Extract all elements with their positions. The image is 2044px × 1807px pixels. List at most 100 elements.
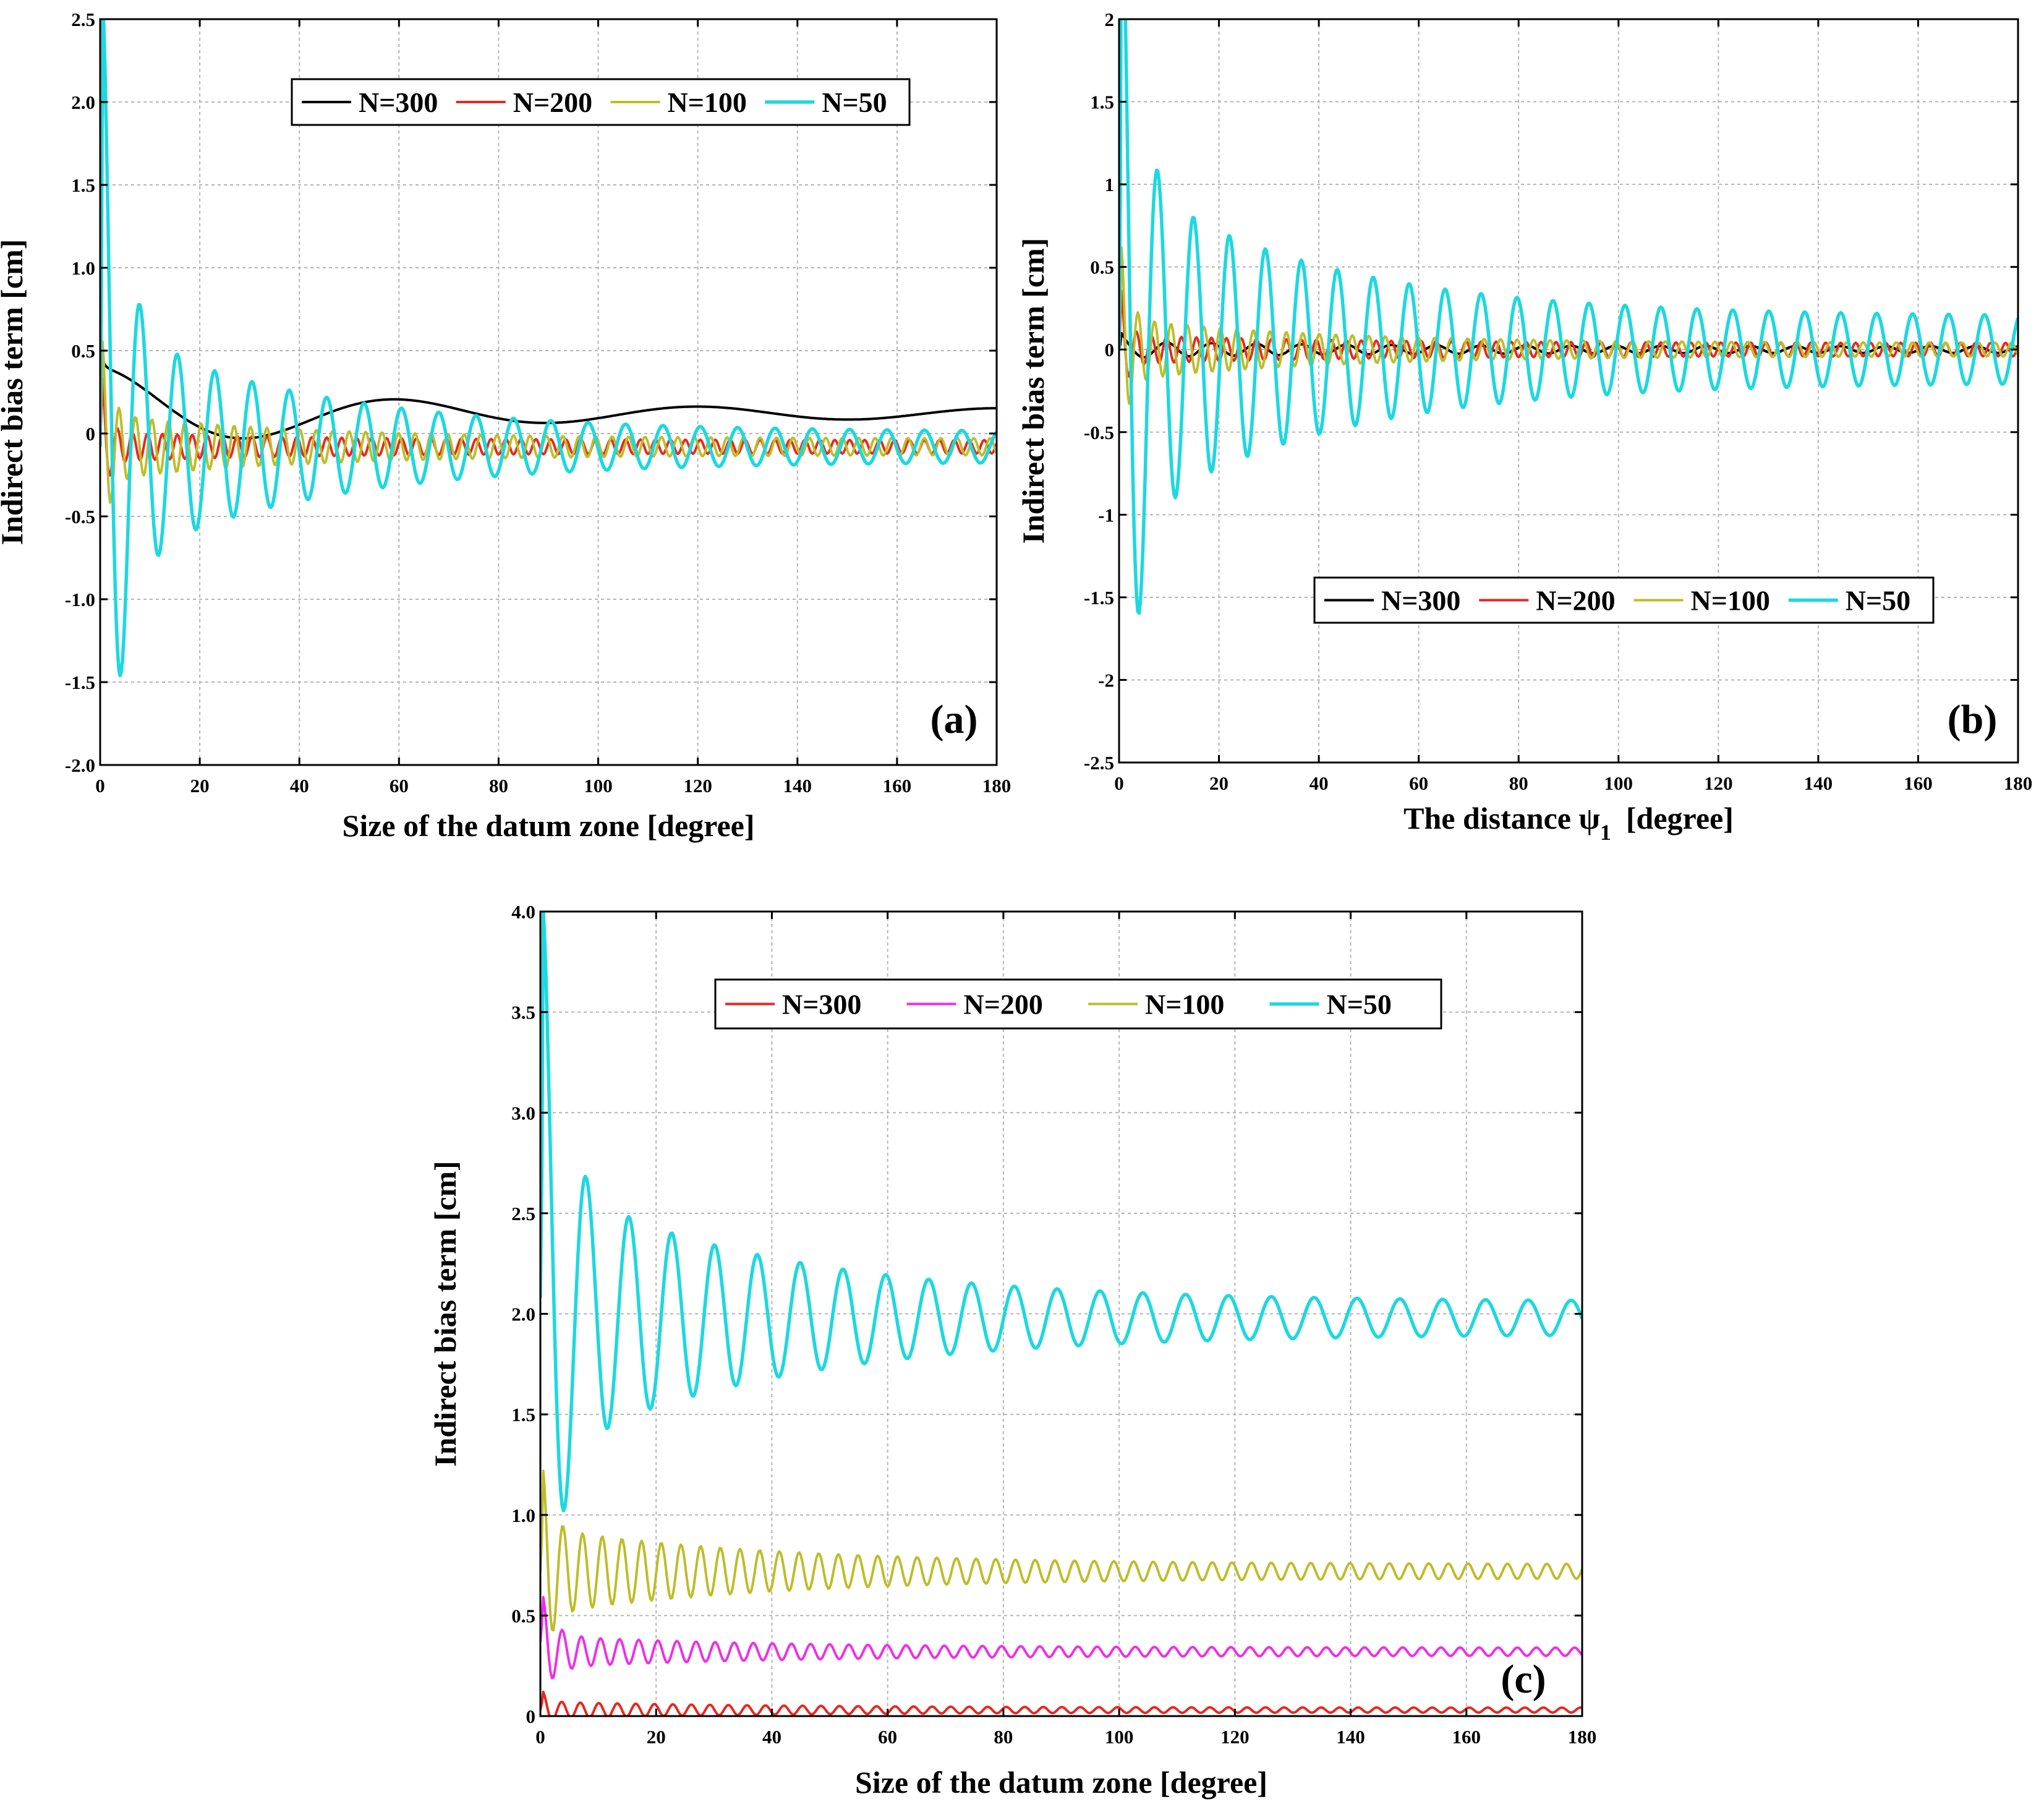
y-tick-label: 1.5 [511,1404,535,1425]
y-tick-label: 1.0 [511,1505,535,1526]
legend-label-N100: N=100 [1145,989,1224,1020]
x-tick-label: 0 [1114,772,1124,794]
legend-label-N200: N=200 [964,989,1043,1020]
y-tick-label: 1 [1105,174,1115,195]
x-tick-label: 180 [982,775,1011,797]
y-tick-label: -0.5 [65,506,95,528]
series-line-N100 [100,340,997,504]
x-axis-label-text: Size of the datum zone [degree] [343,808,755,843]
legend-label-N300: N=300 [1381,585,1460,617]
chart-panel-a: 0 20 40 60 80 100 120 140 160 180 -2.0 -1.5 -1.0 -0.5… [0,9,1011,843]
legend: N=300 N=200 N=100 N=50 [1313,576,1935,624]
x-tick-label: 60 [390,775,409,797]
legend-label-N50: N=50 [1327,989,1392,1020]
x-axis-label-subscript: 1 [1600,820,1611,845]
y-axis-label: Indirect bias term [cm] [1016,238,1050,544]
y-tick-label: 1.5 [71,174,95,196]
panel-label: (c) [1501,1657,1546,1702]
x-axis-label-text: The distance ψ [1403,801,1600,835]
x-tick-label: 20 [1209,772,1229,794]
y-tick-label: 1.5 [1090,92,1114,113]
x-tick-label: 160 [883,775,912,797]
legend-label-N200: N=200 [513,87,592,118]
x-tick-label: 40 [290,775,309,797]
y-tick-label: 2 [1105,9,1115,30]
y-tick-label: 4.0 [511,901,535,923]
y-tick-label: -1 [1098,504,1114,526]
y-axis-label: Indirect bias term [cm] [428,1161,462,1467]
y-tick-label: 2.5 [71,9,95,30]
y-tick-label: -2 [1098,669,1114,691]
x-axis-label: Size of the datum zone [degree] [855,1765,1267,1800]
x-tick-label: 160 [1904,772,1933,794]
legend-label-N50: N=50 [822,87,887,118]
x-tick-label: 120 [683,775,712,797]
chart-panel-b: 0 20 40 60 80 100 120 140 160 180-2.5-2-1.5-1-0.5… [1016,9,2033,845]
y-tick-label: -2.5 [1084,752,1114,774]
chart-panel-c: 0 20 40 60 80 100 120 140 160 180 0 0.5 1.0 1.5 2.0 2.5… [428,901,1596,1800]
series-line-N200 [540,1596,1582,1680]
legend-label-N200: N=200 [1536,585,1615,617]
x-tick-label: 100 [1105,1726,1134,1748]
x-axis-label: Size of the datum zone [degree] [343,808,755,843]
x-tick-label: 100 [1604,772,1633,794]
x-tick-label: 80 [1509,772,1528,794]
x-tick-label: 60 [878,1726,897,1748]
y-tick-label: 2.0 [511,1304,535,1325]
x-tick-label: 100 [584,775,613,797]
y-tick-label: 0 [526,1706,536,1727]
x-tick-label: 140 [1804,772,1833,794]
x-tick-label: 140 [783,775,812,797]
x-axis-label-suffix: [degree] [1626,801,1734,835]
x-tick-label: 80 [994,1726,1013,1748]
panel-label: (a) [930,697,978,742]
y-tick-label: 3.5 [511,1002,535,1023]
series-group [1119,19,2018,615]
x-tick-label: 20 [647,1726,666,1748]
legend: N=300 N=200 N=100 N=50 [714,978,1442,1030]
y-tick-label: -2.0 [65,754,95,776]
x-tick-label: 180 [1568,1726,1597,1748]
x-tick-label: 180 [2004,772,2033,794]
legend-label-N100: N=100 [1691,585,1770,617]
x-tick-label: 160 [1452,1726,1481,1748]
x-tick-label: 40 [1309,772,1329,794]
plot-frame [1118,18,2019,764]
x-tick-label: 80 [489,775,508,797]
panel-label: (b) [1948,697,1998,742]
x-tick-label: 60 [1409,772,1428,794]
series-line-N50 [1119,19,2018,615]
y-tick-label: 0.5 [511,1605,535,1626]
y-tick-label: 0.5 [1090,257,1114,278]
legend: N=300 N=200 N=100 N=50 [291,78,911,126]
y-tick-label: -1.5 [65,672,95,693]
legend-label-N100: N=100 [668,87,747,118]
x-tick-label: 20 [190,775,210,797]
legend-label-N300: N=300 [359,87,438,118]
series-line-N50 [540,912,1582,1513]
series-line-N300 [540,1690,1582,1716]
x-tick-label: 40 [762,1726,781,1748]
y-tick-label: -1.0 [65,589,95,610]
series-line-N100 [540,1469,1582,1632]
x-tick-label: 0 [535,1726,545,1748]
x-axis-label: The distance ψ1 [degree] [1403,801,1734,845]
y-tick-label: -0.5 [1084,422,1114,443]
y-tick-label: 2.5 [511,1203,535,1224]
x-axis-label-text: Size of the datum zone [degree] [855,1765,1267,1800]
y-axis-label: Indirect bias term [cm] [0,239,29,545]
series-group [100,19,997,678]
x-tick-label: 120 [1220,1726,1250,1748]
legend-label-N300: N=300 [782,989,861,1020]
y-tick-label: -1.5 [1084,587,1114,609]
legend-box [714,978,1442,1030]
legend-label-N50: N=50 [1846,585,1910,617]
series-group [540,912,1582,1716]
y-tick-label: 0.5 [71,340,95,362]
y-tick-label: 0 [86,423,96,445]
x-tick-label: 0 [95,775,105,797]
y-tick-label: 0 [1105,339,1115,361]
x-tick-label: 140 [1336,1726,1365,1748]
